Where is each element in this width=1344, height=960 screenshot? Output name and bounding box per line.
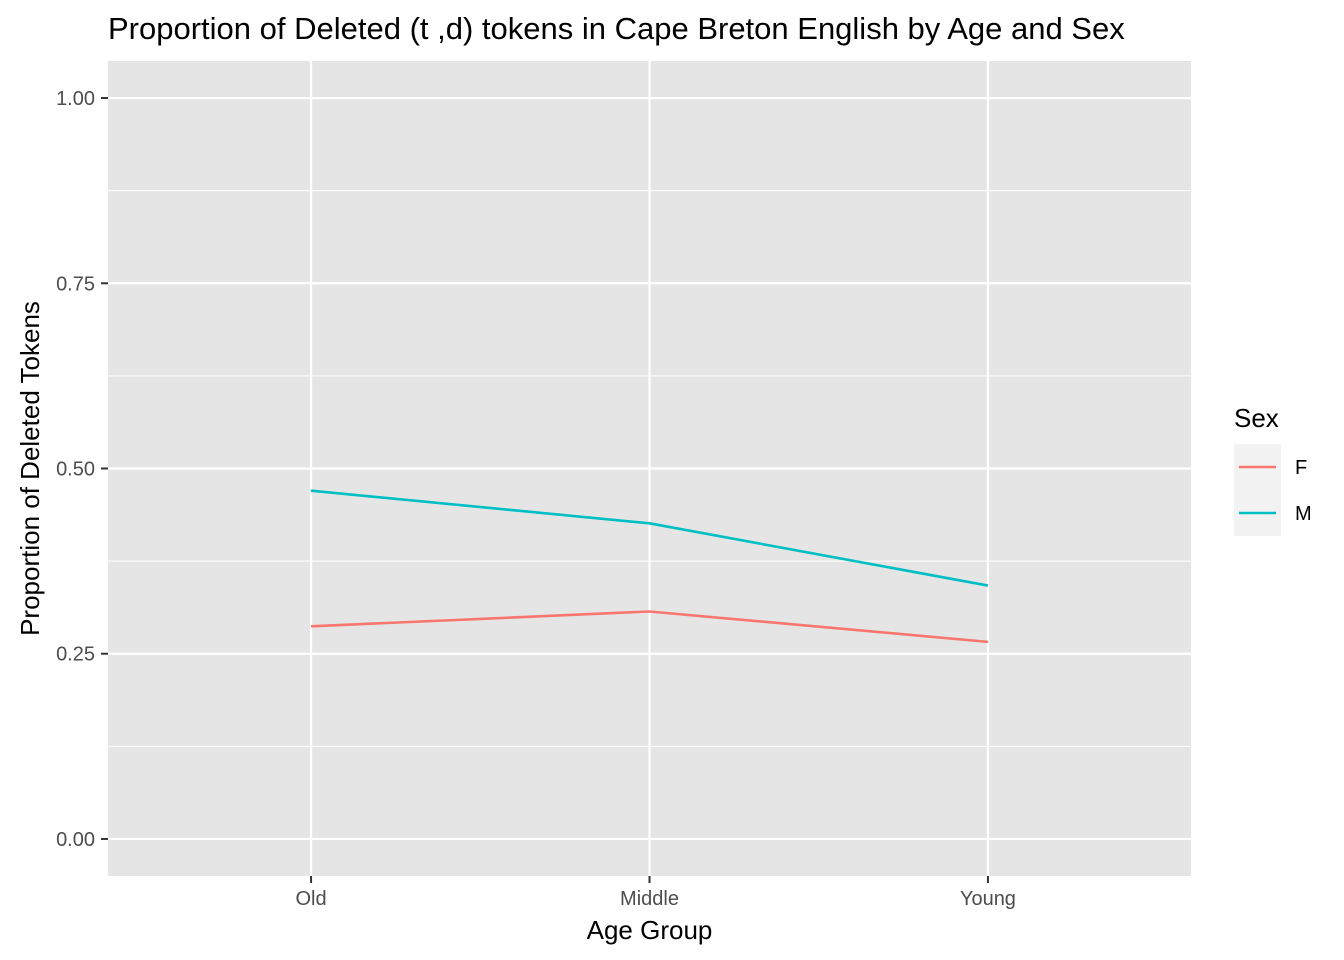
x-tick-label: Middle: [620, 888, 679, 910]
legend-label-f: F: [1295, 457, 1307, 479]
legend-title: Sex: [1234, 403, 1279, 433]
x-tick-label: Young: [960, 888, 1016, 910]
y-tick-label: 0.75: [56, 273, 95, 295]
legend-key-background: [1234, 444, 1281, 536]
x-axis-title: Age Group: [587, 915, 713, 945]
y-axis-title: Proportion of Deleted Tokens: [15, 301, 45, 636]
x-tick-label: Old: [296, 888, 327, 910]
series-line-m: [310, 489, 989, 587]
major-gridlines: [108, 61, 1191, 876]
y-tick-label: 0.50: [56, 459, 95, 481]
y-tick-label: 0.00: [56, 829, 95, 851]
y-axis: 0.00 0.25 0.50 0.75 1.00: [56, 88, 108, 851]
y-tick-label: 0.25: [56, 644, 95, 666]
y-tick-label: 1.00: [56, 88, 95, 110]
series-line-f: [311, 610, 989, 644]
series-lines: [310, 489, 989, 644]
legend-label-m: M: [1295, 503, 1312, 525]
legend: Sex F M: [1234, 403, 1312, 536]
chart-title: Proportion of Deleted (t ,d) tokens in C…: [108, 11, 1125, 46]
x-axis: Old Middle Young: [296, 876, 1016, 910]
